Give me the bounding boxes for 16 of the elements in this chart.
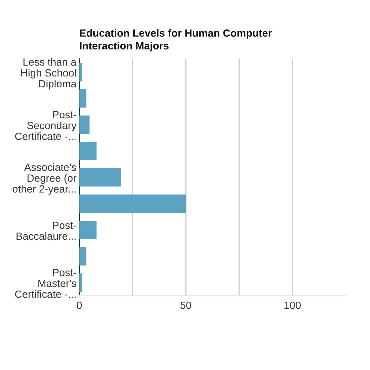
bar (80, 221, 97, 240)
bar (80, 168, 122, 187)
bar (80, 247, 87, 266)
x-tick-label: 50 (180, 302, 192, 310)
y-tick-label: Post- Master's Certificate -... (15, 269, 76, 298)
y-tick-label: Less than a High School Diploma (21, 58, 77, 90)
x-tick-label: 100 (284, 302, 301, 310)
bar (80, 194, 186, 214)
bar (80, 116, 90, 134)
bar (80, 142, 97, 160)
y-tick-label: Post- Secondary Certificate -... (15, 111, 77, 140)
x-tick-label: 0 (77, 302, 82, 310)
y-tick-label: Associate's Degree (or other 2-year... (12, 164, 77, 195)
chart-title: Education Levels for Human Computer Interaction Majors (80, 29, 272, 52)
bar (80, 89, 87, 108)
y-tick-label: Post- Baccalaure... (16, 222, 76, 240)
